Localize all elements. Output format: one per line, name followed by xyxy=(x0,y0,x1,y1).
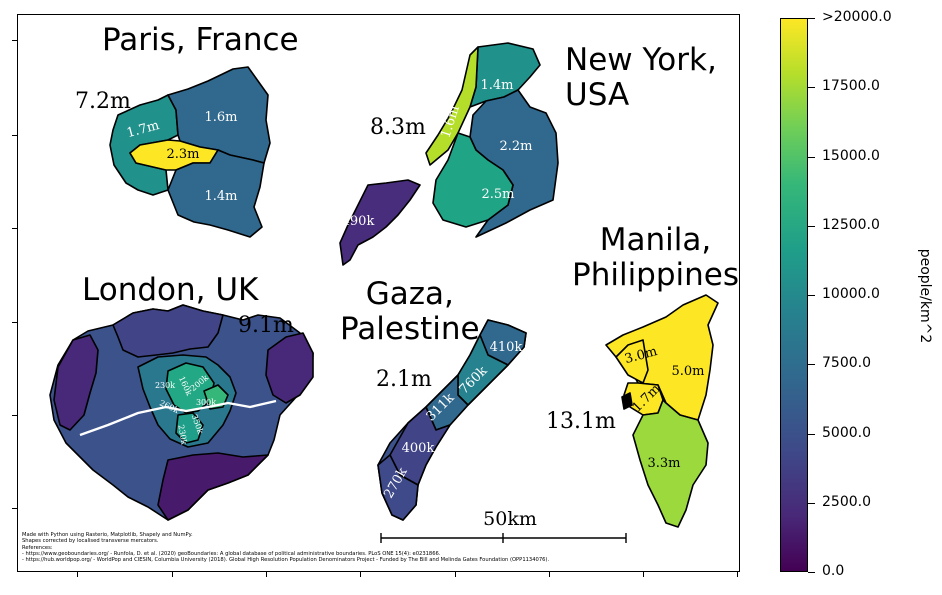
london-region-north xyxy=(112,304,224,358)
colorbar-tick-label: 5000.0 xyxy=(822,424,871,441)
london-map xyxy=(49,304,314,521)
region-label-gaza: 410k xyxy=(490,340,523,355)
new-york-map xyxy=(339,42,559,266)
manila-region-northwest xyxy=(615,339,649,384)
x-axis-tick xyxy=(549,572,550,577)
paris-map xyxy=(109,66,271,238)
colorbar-tick-label: 10000.0 xyxy=(822,286,880,302)
y-axis-tick xyxy=(12,228,17,229)
colorbar xyxy=(780,18,808,572)
paris-region-ne xyxy=(167,66,271,164)
region-label-gaza: 400k xyxy=(402,441,435,456)
region-label-london: 300k xyxy=(196,398,216,407)
colorbar-tick xyxy=(808,433,815,435)
credits-line: - https://hub.worldpop.org/ - WorldPop a… xyxy=(22,557,550,564)
city-title-new-york: New York, USA xyxy=(565,42,717,113)
london-region-east xyxy=(265,332,314,404)
credits-line: References: xyxy=(22,544,53,551)
y-axis-tick xyxy=(12,135,17,136)
colorbar-tick xyxy=(808,502,815,504)
colorbar-tick-label: >20000.0 xyxy=(822,9,892,25)
credits-text: Made with Python using Rasterio, Matplot… xyxy=(22,532,549,563)
region-label-paris: 1.6m xyxy=(204,110,237,125)
colorbar-tick xyxy=(808,295,815,296)
scale-bar xyxy=(380,533,627,543)
region-label-new-york: 490k xyxy=(342,214,375,229)
manila-map xyxy=(605,294,719,528)
city-title-manila: Manila, Philippines xyxy=(572,222,740,293)
region-label-london: 230k xyxy=(176,424,188,446)
map-panel: 1.7m 1.6m 2.3m 1.4m 1.4m 1.6m 2.2m 2.5m 490k 230k… xyxy=(17,14,740,572)
colorbar-tick xyxy=(808,156,815,158)
y-axis-tick xyxy=(12,508,17,509)
region-label-paris: 1.4m xyxy=(204,189,237,204)
ny-region-manhattan xyxy=(425,46,479,166)
credits-line: Made with Python using Rasterio, Matplot… xyxy=(22,532,193,538)
region-label-manila: 3.3m xyxy=(647,456,680,471)
colorbar-title: people/km^2 xyxy=(917,248,933,344)
manila-bay-marker xyxy=(621,392,633,410)
london-region-south xyxy=(157,452,269,521)
colorbar-tick-label: 2500.0 xyxy=(822,493,871,510)
colorbar-tick-label: 17500.0 xyxy=(822,78,880,95)
scale-bar-label: 50km xyxy=(483,508,537,530)
city-title-london: London, UK xyxy=(82,272,259,308)
x-axis-tick xyxy=(737,572,738,577)
london-region-central xyxy=(165,362,215,414)
ny-region-staten xyxy=(339,179,421,266)
y-axis-tick xyxy=(12,322,17,323)
colorbar-tick-label: 7500.0 xyxy=(822,355,871,372)
river-thames xyxy=(79,399,277,437)
region-label-paris: 2.3m xyxy=(166,147,199,162)
colorbar-tick xyxy=(808,225,815,227)
manila-region-south xyxy=(632,399,709,528)
city-population-new-york: 8.3m xyxy=(370,115,426,140)
x-axis-tick xyxy=(266,572,267,577)
city-population-manila: 13.1m xyxy=(546,409,616,434)
city-population-london: 9.1m xyxy=(238,313,294,338)
region-label-london: 230k xyxy=(155,381,175,390)
ny-region-brooklyn xyxy=(432,132,514,228)
gaza-map xyxy=(377,319,527,521)
credits-line: Shapes corrected by localised transverse… xyxy=(22,538,159,545)
city-title-paris: Paris, France xyxy=(102,22,299,58)
colorbar-tick xyxy=(808,364,815,366)
colorbar-tick xyxy=(808,87,815,89)
region-label-new-york: 2.2m xyxy=(499,139,532,154)
x-axis-tick xyxy=(77,572,78,577)
region-label-new-york: 2.5m xyxy=(481,187,514,202)
x-axis-tick xyxy=(360,572,361,577)
map-canvas: 1.7m1.6m2.3m1.4m1.4m1.6m2.2m2.5m490k230k… xyxy=(49,42,719,543)
gaza-region-rafah xyxy=(377,454,419,521)
region-label-manila: 5.0m xyxy=(671,364,704,379)
y-axis-tick xyxy=(12,415,17,416)
city-title-gaza: Gaza, Palestine xyxy=(340,276,480,347)
london-region-southeast xyxy=(175,412,204,444)
region-label-new-york: 1.4m xyxy=(480,78,513,93)
gaza-region-khan-younis xyxy=(389,406,451,486)
x-axis-tick xyxy=(455,572,456,577)
colorbar-tick-label: 0.0 xyxy=(822,563,845,579)
x-axis-tick xyxy=(172,572,173,577)
london-region-west xyxy=(53,334,99,431)
colorbar-tick xyxy=(808,18,815,19)
credits-line: - https://www.geoboundaries.org/ - Runfo… xyxy=(22,550,441,557)
colorbar-tick-label: 12500.0 xyxy=(822,216,880,233)
city-population-paris: 7.2m xyxy=(75,89,131,114)
y-axis-tick xyxy=(12,40,17,41)
city-population-gaza: 2.1m xyxy=(376,367,432,392)
colorbar-tick-label: 15000.0 xyxy=(822,147,880,164)
paris-region-south xyxy=(167,149,265,238)
x-axis-tick xyxy=(643,572,644,577)
colorbar-tick xyxy=(808,572,815,573)
